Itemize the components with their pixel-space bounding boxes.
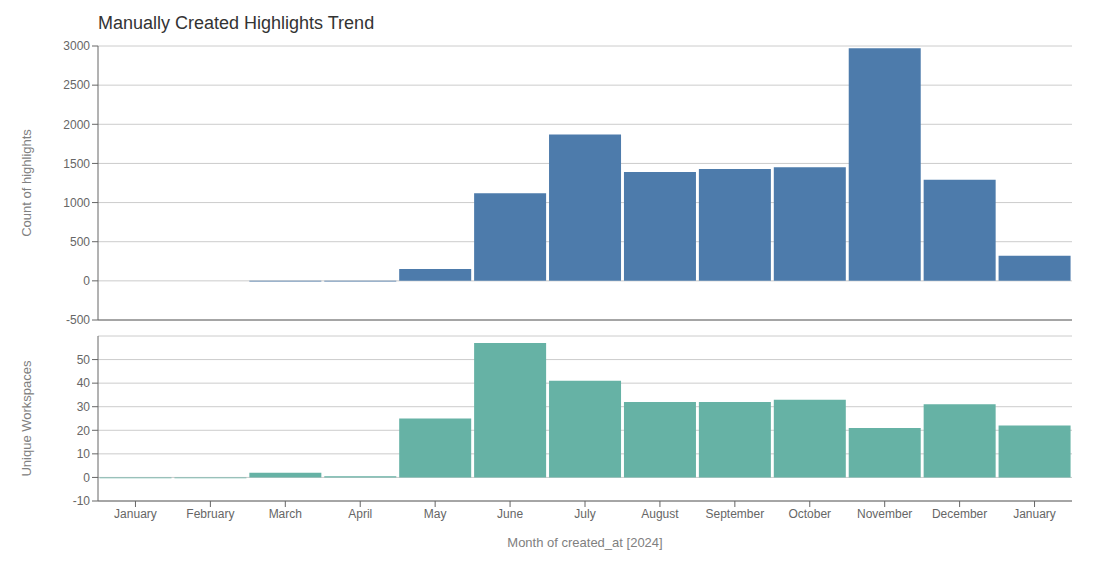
svg-text:50: 50 bbox=[77, 353, 91, 367]
svg-text:April: April bbox=[348, 507, 372, 521]
svg-text:30: 30 bbox=[77, 400, 91, 414]
svg-text:Count of highlights: Count of highlights bbox=[19, 129, 34, 237]
svg-text:-10: -10 bbox=[73, 494, 91, 508]
svg-text:February: February bbox=[186, 507, 234, 521]
svg-text:0: 0 bbox=[83, 471, 90, 485]
svg-text:June: June bbox=[497, 507, 523, 521]
svg-text:November: November bbox=[857, 507, 912, 521]
svg-text:January: January bbox=[114, 507, 157, 521]
svg-text:3000: 3000 bbox=[63, 39, 90, 53]
svg-text:August: August bbox=[641, 507, 679, 521]
svg-text:0: 0 bbox=[83, 274, 90, 288]
html-text:Manually Created Highlights Tr: Manually Created Highlights Trend bbox=[98, 13, 375, 33]
svg-text:1500: 1500 bbox=[63, 157, 90, 171]
svg-text:-500: -500 bbox=[66, 313, 90, 327]
svg-text:July: July bbox=[574, 507, 595, 521]
svg-text:September: September bbox=[705, 507, 764, 521]
svg-text:May: May bbox=[424, 507, 447, 521]
svg-text:2500: 2500 bbox=[63, 78, 90, 92]
svg-text:40: 40 bbox=[77, 376, 91, 390]
svg-text:2000: 2000 bbox=[63, 118, 90, 132]
svg-text:20: 20 bbox=[77, 424, 91, 438]
svg-text:Unique Workspaces: Unique Workspaces bbox=[19, 360, 34, 477]
svg-text:10: 10 bbox=[77, 447, 91, 461]
svg-text:Month of created_at [2024]: Month of created_at [2024] bbox=[507, 535, 662, 550]
svg-text:500: 500 bbox=[70, 235, 90, 249]
svg-text:March: March bbox=[269, 507, 302, 521]
svg-text:December: December bbox=[932, 507, 987, 521]
svg-text:1000: 1000 bbox=[63, 196, 90, 210]
svg-text:January: January bbox=[1013, 507, 1056, 521]
svg-text:October: October bbox=[788, 507, 831, 521]
